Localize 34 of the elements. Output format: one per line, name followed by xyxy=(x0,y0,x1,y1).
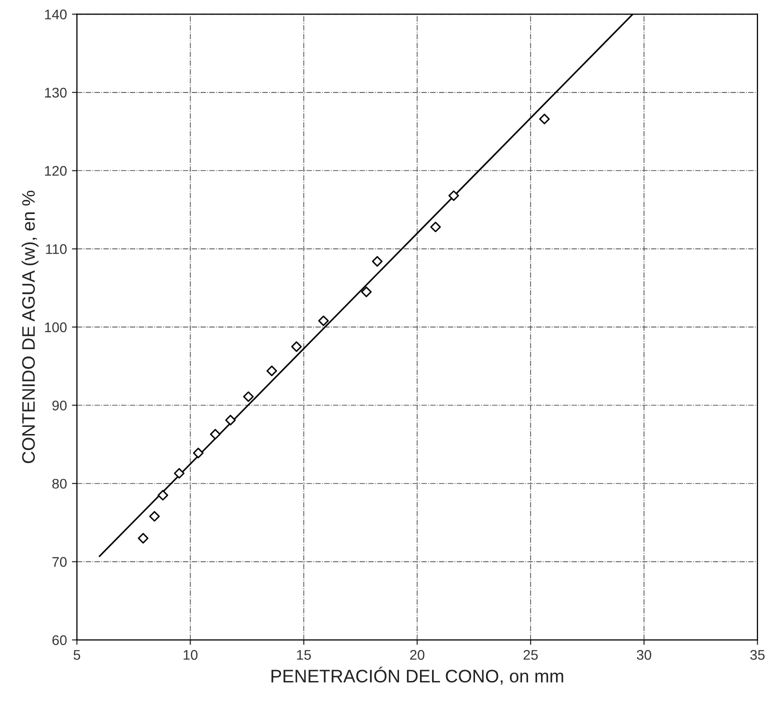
point xyxy=(243,391,254,402)
x-tick-label: 10 xyxy=(184,650,198,660)
point xyxy=(539,114,550,124)
y-tick-label: 90 xyxy=(52,400,67,410)
y-tick-label: 60 xyxy=(52,635,67,646)
x-tick-label: 35 xyxy=(750,650,765,660)
y-tick-label: 110 xyxy=(46,244,67,254)
x-tick-label: 25 xyxy=(524,650,538,660)
y-tick-label: 100 xyxy=(45,322,67,332)
point xyxy=(430,222,441,232)
point xyxy=(361,286,372,298)
point xyxy=(149,511,160,522)
point xyxy=(225,414,236,426)
y-axis-title: CONTENIDO DE AGUA (w), en % xyxy=(22,190,38,464)
point xyxy=(158,490,168,501)
point xyxy=(138,532,148,544)
y-tick-label: 120 xyxy=(45,166,67,176)
x-tick-label: 5 xyxy=(74,650,80,660)
y-tick-label: 80 xyxy=(52,478,67,489)
point xyxy=(210,428,221,440)
point xyxy=(174,468,185,479)
x-axis-title: PENETRACIÓN DEL CONO, on mm xyxy=(272,666,564,685)
x-tick-label: 15 xyxy=(297,650,311,660)
point xyxy=(318,316,329,326)
point xyxy=(372,256,383,267)
x-tick-label: 30 xyxy=(636,650,652,660)
y-tick-label: 130 xyxy=(45,88,67,98)
point xyxy=(291,341,302,352)
point xyxy=(266,366,278,376)
point xyxy=(448,190,460,201)
x-tick-label: 20 xyxy=(410,650,424,660)
point xyxy=(192,448,204,458)
y-tick-label: 140 xyxy=(45,10,67,20)
y-tick-label: 70 xyxy=(52,557,67,567)
